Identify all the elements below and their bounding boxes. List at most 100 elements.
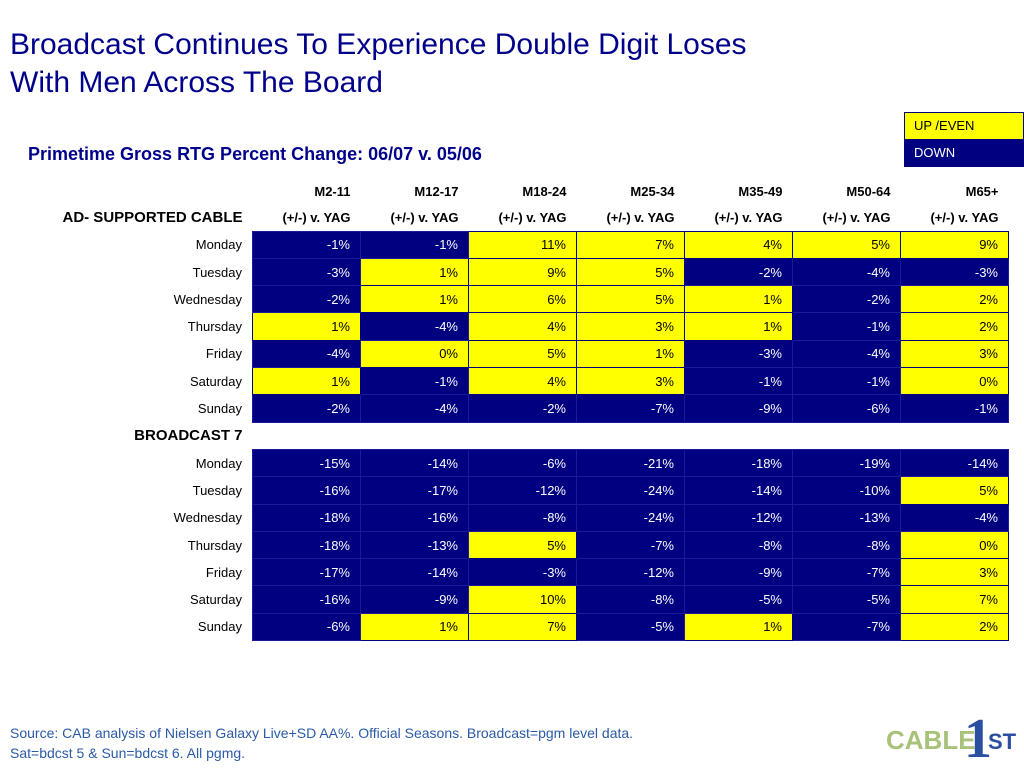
value-cell: -18% xyxy=(252,503,361,532)
value-cell: 5% xyxy=(468,339,577,369)
value-cell: -16% xyxy=(252,585,361,614)
value-cell: -10% xyxy=(792,476,901,505)
value-cell: -2% xyxy=(252,285,361,314)
value-cell: -14% xyxy=(684,476,793,505)
value-cell: -4% xyxy=(360,312,469,341)
value-cell: -17% xyxy=(360,476,469,505)
value-cell: 9% xyxy=(468,257,577,287)
value-cell: -4% xyxy=(252,339,361,369)
value-cell: 1% xyxy=(360,257,469,287)
value-cell: -2% xyxy=(468,394,577,423)
value-cell: -14% xyxy=(360,558,469,587)
column-subheader: (+/-) v. YAG xyxy=(390,209,459,225)
value-cell: -3% xyxy=(468,558,577,587)
row-day-label: Monday xyxy=(195,455,242,471)
value-cell: -14% xyxy=(900,448,1009,478)
table-row: Monday -1% -1% 11% 7% 4% 5% 9% xyxy=(28,230,1009,259)
value-cell: 9% xyxy=(900,230,1009,259)
value-cell: 3% xyxy=(900,558,1009,587)
value-cell: 1% xyxy=(360,612,469,642)
column-subheader: (+/-) v. YAG xyxy=(930,209,999,225)
value-cell: -1% xyxy=(900,394,1009,423)
value-cell: -1% xyxy=(792,367,901,396)
value-cell: -1% xyxy=(684,367,793,396)
cable-1st-logo: CABLE 1 ST xyxy=(886,708,1017,763)
value-cell: -8% xyxy=(684,530,793,560)
source-line-1: Source: CAB analysis of Nielsen Galaxy L… xyxy=(10,725,634,741)
value-cell: -1% xyxy=(360,367,469,396)
table-row: Saturday 1% -1% 4% 3% -1% -1% 0% xyxy=(28,367,1009,396)
value-cell: -17% xyxy=(252,558,361,587)
table-body: M2-11 M12-17 M18-24 M25-34 M35-49 M50-64 M65+ A… xyxy=(28,178,1009,642)
value-cell: 6% xyxy=(468,285,577,314)
value-cell: -12% xyxy=(684,503,793,532)
row-day-label: Thursday xyxy=(187,537,242,553)
row-day-label: Wednesday xyxy=(173,291,242,307)
section-spacer xyxy=(901,422,1009,449)
value-cell: 1% xyxy=(684,312,793,341)
header-spacer xyxy=(28,178,253,204)
value-cell: -7% xyxy=(792,558,901,587)
section-header-row: AD- SUPPORTED CABLE (+/-) v. YAG (+/-) v. … xyxy=(28,204,1009,231)
value-cell: -5% xyxy=(576,612,685,642)
value-cell: 4% xyxy=(468,312,577,341)
table-row: Wednesday -2% 1% 6% 5% 1% -2% 2% xyxy=(28,285,1009,314)
row-day-label: Thursday xyxy=(187,319,242,335)
section-spacer xyxy=(793,422,901,449)
value-cell: 2% xyxy=(900,312,1009,341)
value-cell: -13% xyxy=(792,503,901,532)
row-day-label: Sunday xyxy=(197,619,242,635)
logo-numeral: 1 xyxy=(964,708,992,763)
column-header-row: M2-11 M12-17 M18-24 M25-34 M35-49 M50-64 M65+ xyxy=(28,178,1009,204)
value-cell: -6% xyxy=(792,394,901,423)
table-row: Sunday -2% -4% -2% -7% -9% -6% -1% xyxy=(28,394,1009,423)
table-row: Thursday 1% -4% 4% 3% 1% -1% 2% xyxy=(28,312,1009,341)
value-cell: -1% xyxy=(360,230,469,259)
value-cell: -6% xyxy=(468,448,577,478)
legend-up-even: UP /EVEN xyxy=(905,113,1023,140)
column-subheader: (+/-) v. YAG xyxy=(282,209,351,225)
value-cell: 0% xyxy=(360,339,469,369)
value-cell: -2% xyxy=(252,394,361,423)
column-subheader: (+/-) v. YAG xyxy=(714,209,783,225)
value-cell: -19% xyxy=(792,448,901,478)
row-day-label: Tuesday xyxy=(192,264,242,280)
value-cell: 5% xyxy=(792,230,901,259)
value-cell: -18% xyxy=(684,448,793,478)
value-cell: -13% xyxy=(360,530,469,560)
column-subheader: (+/-) v. YAG xyxy=(606,209,675,225)
value-cell: -12% xyxy=(468,476,577,505)
value-cell: -4% xyxy=(900,503,1009,532)
value-cell: -12% xyxy=(576,558,685,587)
page-title: Broadcast Continues To Experience Double… xyxy=(10,26,890,102)
source-line-2: Sat=bdcst 5 & Sun=bdcst 6. All pgmg. xyxy=(10,745,246,761)
row-day-label: Friday xyxy=(205,564,242,580)
value-cell: 10% xyxy=(468,585,577,614)
value-cell: -1% xyxy=(252,230,361,259)
column-header: M50-64 xyxy=(846,183,891,199)
table-row: Monday -15% -14% -6% -21% -18% -19% -14% xyxy=(28,448,1009,478)
column-subheader: (+/-) v. YAG xyxy=(498,209,567,225)
value-cell: -6% xyxy=(252,612,361,642)
section-spacer xyxy=(253,422,361,449)
value-cell: 4% xyxy=(684,230,793,259)
value-cell: 7% xyxy=(576,230,685,259)
section-spacer xyxy=(469,422,577,449)
logo-suffix: ST xyxy=(988,729,1017,754)
value-cell: 1% xyxy=(684,612,793,642)
value-cell: 1% xyxy=(252,367,361,396)
row-day-label: Monday xyxy=(195,237,242,253)
value-cell: -24% xyxy=(576,503,685,532)
value-cell: 7% xyxy=(900,585,1009,614)
table-row: Wednesday -18% -16% -8% -24% -12% -13% -4% xyxy=(28,503,1009,532)
value-cell: -16% xyxy=(360,503,469,532)
row-day-label: Saturday xyxy=(189,373,242,389)
section-spacer xyxy=(361,422,469,449)
section-label: BROADCAST 7 xyxy=(134,427,243,445)
column-header: M18-24 xyxy=(522,183,567,199)
value-cell: 5% xyxy=(900,476,1009,505)
ratings-change-table: M2-11 M12-17 M18-24 M25-34 M35-49 M50-64 M65+ A… xyxy=(28,178,1009,642)
value-cell: 0% xyxy=(900,530,1009,560)
value-cell: -4% xyxy=(792,339,901,369)
value-cell: -7% xyxy=(576,530,685,560)
